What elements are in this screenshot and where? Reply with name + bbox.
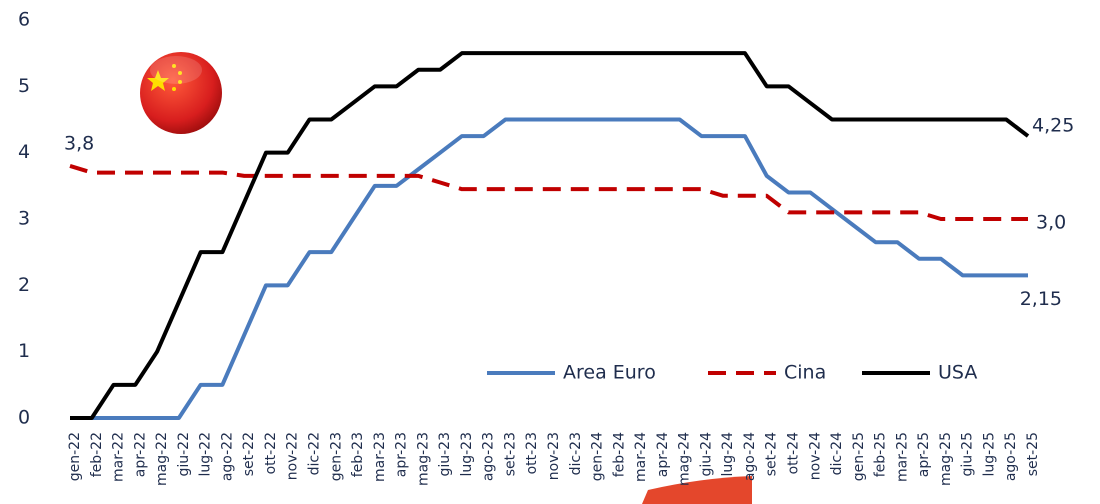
- x-tick-label: lug-22: [198, 432, 214, 477]
- x-tick-label: lug-23: [459, 432, 475, 477]
- x-tick-label: apr-24: [655, 432, 671, 477]
- legend-label: Cina: [784, 362, 826, 384]
- x-tick-label: giu-24: [698, 432, 714, 477]
- x-tick-label: feb-24: [611, 432, 627, 477]
- x-tick-label: ott-23: [524, 432, 540, 474]
- x-tick-label: feb-25: [873, 432, 889, 477]
- x-tick-label: ago-25: [1003, 432, 1019, 481]
- data-label: 3,8: [64, 132, 94, 154]
- x-tick-label: ago-23: [481, 432, 497, 481]
- y-tick-label: 4: [18, 141, 30, 163]
- x-tick-label: feb-22: [89, 432, 105, 477]
- line-series: [70, 51, 1030, 420]
- line-series: [69, 164, 1028, 221]
- x-tick-label: mar-22: [111, 432, 127, 482]
- x-tick-label: mag-25: [938, 432, 954, 486]
- x-tick-label: giu-22: [176, 432, 192, 477]
- y-tick-label: 1: [18, 340, 30, 362]
- y-tick-label: 5: [18, 75, 30, 97]
- legend-label: USA: [938, 362, 977, 384]
- x-tick-label: apr-25: [916, 432, 932, 477]
- x-tick-label: giu-23: [437, 432, 453, 477]
- flag-icon: [140, 52, 222, 134]
- x-tick-label: set-22: [241, 432, 257, 476]
- x-tick-label: gen-22: [67, 432, 83, 481]
- data-label: 4,25: [1032, 115, 1074, 137]
- x-tick-label: mar-24: [633, 432, 649, 482]
- x-tick-label: mar-25: [894, 432, 910, 482]
- x-tick-label: giu-25: [960, 432, 976, 477]
- x-tick-label: feb-23: [350, 432, 366, 477]
- x-tick-label: set-23: [502, 432, 518, 476]
- legend-label: Area Euro: [563, 362, 656, 384]
- x-tick-label: mag-23: [415, 432, 431, 486]
- x-tick-label: mag-24: [677, 432, 693, 486]
- line-series: [70, 117, 1028, 420]
- x-tick-label: apr-22: [132, 432, 148, 477]
- x-tick-label: ott-24: [786, 432, 802, 475]
- x-tick-label: ago-22: [219, 432, 235, 481]
- y-tick-label: 0: [18, 407, 30, 429]
- data-label: 2,15: [1020, 288, 1062, 310]
- x-tick-label: gen-24: [590, 432, 606, 481]
- x-tick-label: lug-24: [720, 432, 736, 477]
- x-tick-label: set-25: [1025, 432, 1041, 476]
- x-tick-label: lug-25: [981, 432, 997, 477]
- x-tick-label: dic-23: [568, 432, 584, 475]
- x-tick-label: dic-24: [829, 432, 845, 475]
- y-tick-label: 2: [18, 274, 30, 296]
- x-tick-label: gen-25: [851, 432, 867, 481]
- x-tick-label: ott-22: [263, 432, 279, 474]
- y-tick-label: 3: [18, 208, 30, 230]
- x-tick-label: set-24: [764, 432, 780, 476]
- x-tick-label: ago-24: [742, 432, 758, 481]
- x-tick-label: nov-22: [285, 432, 301, 480]
- decoration: [642, 476, 752, 504]
- x-tick-label: apr-23: [394, 432, 410, 477]
- x-tick-label: nov-23: [546, 432, 562, 480]
- x-tick-label: mag-22: [154, 432, 170, 486]
- x-tick-label: nov-24: [807, 432, 823, 480]
- x-tick-label: gen-23: [328, 432, 344, 481]
- x-tick-label: dic-22: [307, 432, 323, 475]
- y-tick-label: 6: [18, 9, 30, 31]
- data-label: 3,0: [1036, 212, 1066, 234]
- x-tick-label: mar-23: [372, 432, 388, 482]
